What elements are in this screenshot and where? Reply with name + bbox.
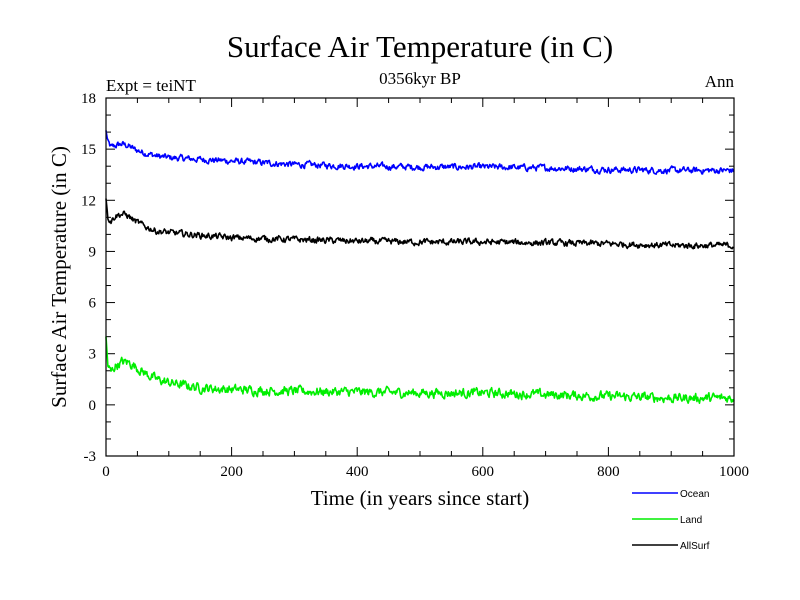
legend-label-ocean: Ocean — [680, 489, 709, 500]
series-lines — [105, 130, 735, 404]
y-tick-label: 15 — [81, 142, 96, 158]
y-tick-label: 0 — [89, 398, 97, 414]
series-line-land — [105, 336, 735, 404]
x-tick-label: 600 — [472, 464, 495, 480]
chart-title: Surface Air Temperature (in C) — [227, 29, 613, 64]
x-tick-label: 1000 — [719, 464, 749, 480]
legend-label-land: Land — [680, 515, 702, 526]
x-tick-label: 800 — [597, 464, 620, 480]
y-tick-label: 18 — [81, 91, 96, 107]
chart-subtitle: 0356kyr BP — [379, 69, 461, 88]
y-tick-label: -3 — [84, 449, 97, 465]
y-axis-label: Surface Air Temperature (in C) — [47, 146, 71, 408]
tick-marks — [105, 97, 735, 457]
series-line-allsurf — [105, 198, 735, 250]
x-tick-label: 0 — [102, 464, 110, 480]
x-tick-label: 200 — [220, 464, 243, 480]
tick-labels: 0 200 400 600 800 1000 -3 0 3 6 9 12 15 18 — [81, 91, 749, 480]
experiment-label: Expt = teiNT — [106, 76, 196, 95]
y-tick-label: 12 — [81, 193, 96, 209]
legend: Ocean Land AllSurf — [632, 489, 710, 552]
series-line-ocean — [105, 130, 735, 175]
season-label: Ann — [705, 72, 735, 91]
x-tick-label: 400 — [346, 464, 369, 480]
x-axis-label: Time (in years since start) — [311, 486, 530, 510]
y-tick-label: 3 — [89, 347, 97, 363]
plot-frame — [105, 97, 735, 457]
y-tick-label: 9 — [89, 244, 97, 260]
y-tick-label: 6 — [89, 296, 97, 312]
legend-label-allsurf: AllSurf — [680, 541, 710, 552]
